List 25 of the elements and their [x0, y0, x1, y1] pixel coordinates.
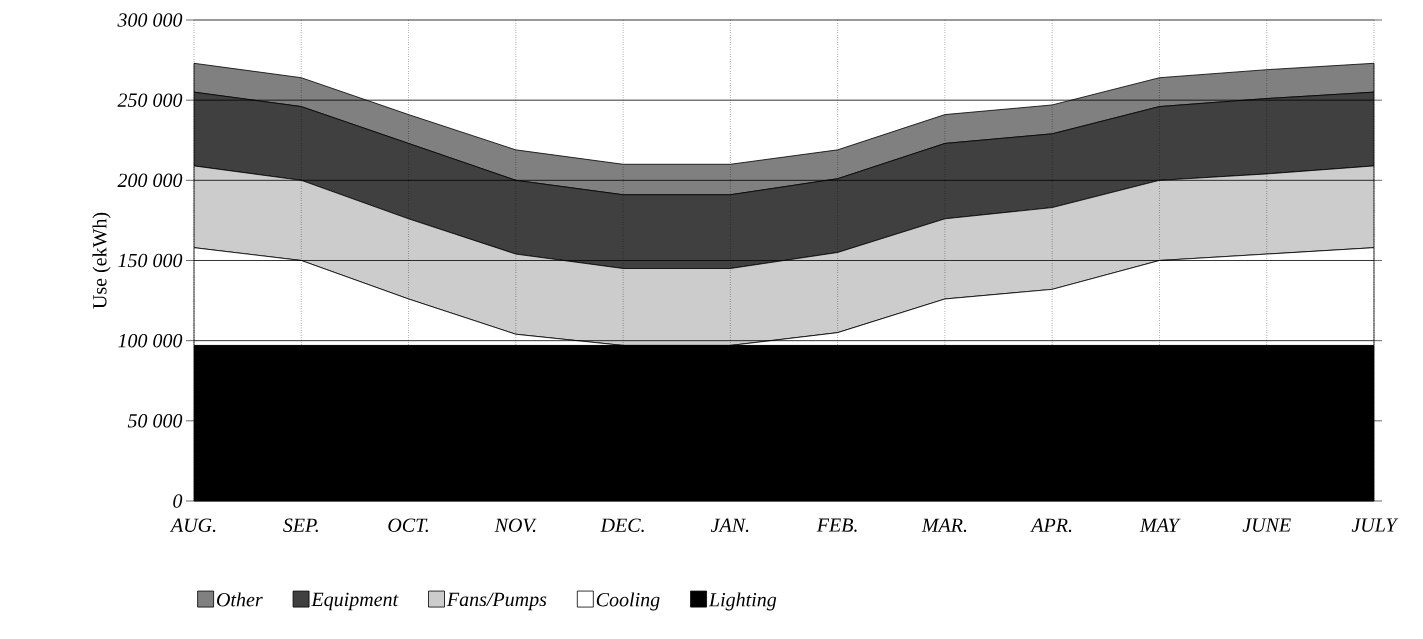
x-tick-label: JUNE: [1242, 518, 1291, 532]
y-tick-label: 100 000: [118, 333, 183, 348]
x-tick-label: JAN.: [710, 518, 749, 533]
y-tick-label: 0: [173, 494, 183, 508]
x-tick-label: MAY: [1139, 518, 1181, 532]
x-tick-label: NOV.: [494, 518, 537, 533]
y-tick-label: 50 000: [127, 414, 183, 428]
y-tick-label: 300 000: [117, 13, 183, 27]
x-tick-label: FEB.: [816, 518, 857, 532]
legend-label: Lighting: [708, 592, 777, 611]
legend-label: Cooling: [596, 592, 660, 611]
legend-label: Fans/Pumps: [446, 592, 547, 611]
x-tick-label: AUG.: [169, 518, 216, 533]
y-tick-label: 150 000: [118, 253, 183, 268]
y-tick-label: 250 000: [117, 93, 183, 107]
x-tick-label: SEP.: [283, 518, 318, 533]
legend-label: Other: [217, 592, 263, 607]
x-tick-label: OCT.: [388, 518, 428, 533]
y-tick-label: 200 000: [117, 173, 183, 188]
y-axis-title: Use (ekWh): [92, 212, 111, 309]
x-tick-label: APR.: [1030, 518, 1072, 533]
legend-label: Equipment: [311, 592, 399, 611]
x-tick-label: MAR.: [921, 518, 967, 533]
x-tick-label: JULY: [1351, 518, 1399, 532]
x-tick-label: DEC.: [600, 518, 644, 533]
